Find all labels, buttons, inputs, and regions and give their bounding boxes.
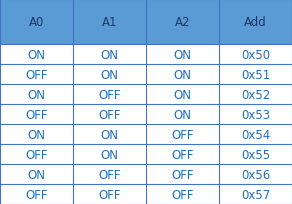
Text: ON: ON [27, 88, 46, 101]
Text: ON: ON [100, 128, 119, 141]
Bar [219, 124, 292, 144]
Bar [0, 0, 73, 45]
Bar [219, 184, 292, 204]
Bar [0, 65, 73, 85]
Bar [73, 85, 146, 105]
Text: 0x56: 0x56 [241, 168, 270, 181]
Text: Add: Add [244, 16, 267, 29]
Bar [73, 0, 146, 45]
Bar [73, 45, 146, 65]
Text: OFF: OFF [98, 168, 121, 181]
Text: 0x57: 0x57 [241, 188, 270, 201]
Bar [146, 164, 219, 184]
Text: ON: ON [27, 48, 46, 61]
Text: OFF: OFF [25, 68, 48, 81]
Text: OFF: OFF [25, 188, 48, 201]
Text: OFF: OFF [171, 168, 194, 181]
Text: 0x54: 0x54 [241, 128, 270, 141]
Bar [146, 124, 219, 144]
Text: A0: A0 [29, 16, 44, 29]
Bar [0, 184, 73, 204]
Text: 0x50: 0x50 [241, 48, 270, 61]
Text: OFF: OFF [171, 188, 194, 201]
Bar [0, 164, 73, 184]
Text: 0x52: 0x52 [241, 88, 270, 101]
Bar [219, 65, 292, 85]
Text: ON: ON [173, 108, 192, 121]
Text: OFF: OFF [25, 148, 48, 161]
Text: OFF: OFF [25, 108, 48, 121]
Bar [73, 105, 146, 124]
Bar [146, 85, 219, 105]
Bar [219, 105, 292, 124]
Bar [0, 124, 73, 144]
Text: 0x53: 0x53 [241, 108, 270, 121]
Bar [146, 184, 219, 204]
Bar [73, 144, 146, 164]
Text: OFF: OFF [171, 148, 194, 161]
Bar [73, 65, 146, 85]
Bar [73, 164, 146, 184]
Text: ON: ON [27, 128, 46, 141]
Bar [73, 124, 146, 144]
Bar [146, 144, 219, 164]
Bar [146, 45, 219, 65]
Bar [146, 65, 219, 85]
Bar [146, 0, 219, 45]
Text: ON: ON [100, 148, 119, 161]
Text: OFF: OFF [98, 88, 121, 101]
Text: ON: ON [27, 168, 46, 181]
Bar [219, 45, 292, 65]
Bar [219, 0, 292, 45]
Bar [0, 105, 73, 124]
Bar [0, 45, 73, 65]
Bar [219, 85, 292, 105]
Bar [146, 105, 219, 124]
Text: ON: ON [100, 48, 119, 61]
Text: ON: ON [100, 68, 119, 81]
Text: OFF: OFF [98, 108, 121, 121]
Bar [73, 184, 146, 204]
Text: A2: A2 [175, 16, 190, 29]
Text: OFF: OFF [171, 128, 194, 141]
Text: A1: A1 [102, 16, 117, 29]
Bar [0, 144, 73, 164]
Text: ON: ON [173, 48, 192, 61]
Bar [0, 85, 73, 105]
Text: 0x51: 0x51 [241, 68, 270, 81]
Bar [219, 144, 292, 164]
Text: ON: ON [173, 68, 192, 81]
Text: ON: ON [173, 88, 192, 101]
Text: 0x55: 0x55 [241, 148, 270, 161]
Bar [219, 164, 292, 184]
Text: OFF: OFF [98, 188, 121, 201]
